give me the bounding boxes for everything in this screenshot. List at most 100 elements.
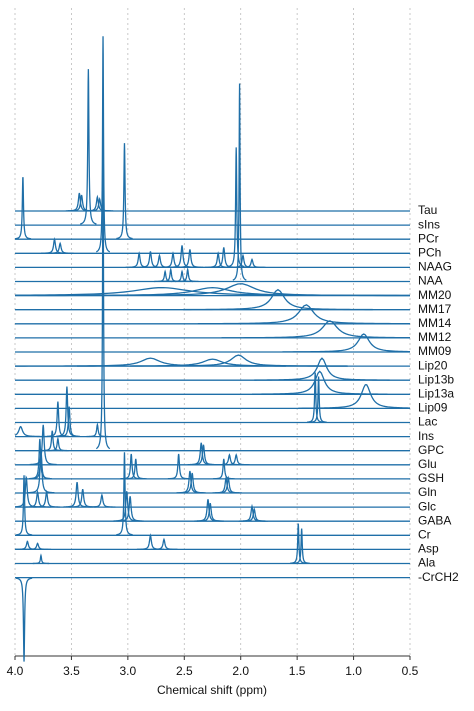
series-label: MM17	[418, 302, 452, 316]
series-label: MM09	[418, 344, 452, 358]
peak	[196, 503, 224, 522]
peak	[32, 553, 50, 565]
series-label: Lip13a	[418, 386, 454, 400]
peak	[14, 286, 410, 297]
series-label: MM20	[418, 288, 452, 302]
series-label: PCr	[418, 231, 439, 245]
series-label: PCh	[418, 245, 441, 259]
series-label: Asp	[418, 542, 439, 556]
peak	[240, 507, 268, 522]
peak	[290, 523, 307, 564]
peak	[30, 448, 52, 480]
peak	[232, 83, 247, 281]
peak	[178, 472, 206, 494]
peak	[15, 357, 286, 367]
peak	[116, 452, 133, 536]
series-label: Ala	[418, 556, 436, 570]
peak	[15, 540, 41, 550]
peak	[171, 269, 193, 283]
series-label: Tau	[418, 203, 437, 217]
series-label: sIns	[418, 217, 440, 231]
peak	[136, 533, 164, 550]
peak	[150, 537, 178, 550]
series-label: Glu	[418, 457, 437, 471]
peak	[95, 150, 111, 450]
peak	[24, 542, 52, 551]
peak	[37, 283, 411, 297]
peak	[227, 147, 245, 268]
peak	[136, 251, 164, 268]
peak	[176, 267, 199, 283]
series-label: -CrCH2	[418, 570, 459, 584]
peak	[214, 475, 242, 494]
x-tick-label: 1.0	[345, 664, 362, 678]
peak	[130, 354, 347, 367]
peak	[116, 143, 133, 240]
peak	[15, 577, 33, 662]
peak	[221, 320, 411, 339]
series-label: Gln	[418, 485, 437, 499]
peak	[124, 458, 147, 480]
peak	[24, 489, 52, 508]
series-label: Ins	[418, 429, 434, 443]
peak	[40, 236, 69, 254]
peak	[47, 401, 69, 438]
peak	[204, 251, 232, 268]
series-label: Cr	[418, 527, 431, 541]
peak	[176, 249, 204, 268]
peak	[307, 372, 324, 423]
x-tick-label: 4.0	[7, 664, 24, 678]
peak	[96, 36, 111, 253]
peak	[58, 406, 81, 438]
peak	[86, 422, 109, 438]
peak	[167, 453, 190, 480]
series-label: GPC	[418, 443, 444, 457]
peak	[254, 357, 390, 381]
series-label: MM14	[418, 316, 452, 330]
series-label: Lip20	[418, 358, 448, 372]
x-tick-label: 1.5	[289, 664, 306, 678]
series-label: NAAG	[418, 260, 452, 274]
peak	[47, 436, 69, 452]
series-label: Lip13b	[418, 372, 454, 386]
series-label: Lac	[418, 415, 437, 429]
peak	[310, 376, 327, 423]
peak	[189, 444, 218, 466]
x-tick-label: 3.5	[63, 664, 80, 678]
x-tick-label: 2.5	[176, 664, 193, 678]
peak	[293, 528, 310, 564]
peak	[282, 333, 411, 353]
peak	[197, 304, 411, 325]
peak	[15, 475, 33, 536]
series-label: GABA	[418, 513, 451, 527]
peak	[33, 489, 61, 508]
peak	[215, 453, 243, 466]
peak	[210, 247, 238, 268]
peak	[29, 424, 57, 466]
series-label: GSH	[418, 471, 444, 485]
series-label: Lip09	[418, 401, 448, 415]
peak	[63, 481, 91, 508]
x-tick-label: 0.5	[402, 664, 419, 678]
x-tick-label: 2.0	[232, 664, 249, 678]
series-label: Glc	[418, 499, 436, 513]
peak	[27, 452, 55, 494]
peak	[222, 453, 250, 466]
peak	[14, 177, 32, 240]
peak	[88, 493, 116, 508]
peak	[116, 496, 144, 522]
peak	[168, 245, 196, 268]
peak	[212, 458, 235, 480]
peak	[113, 491, 141, 522]
series-label: NAA	[418, 274, 443, 288]
peak	[251, 370, 388, 395]
peak	[46, 241, 74, 254]
peak	[229, 253, 257, 268]
series-label: MM12	[418, 330, 452, 344]
x-tick-label: 3.0	[120, 664, 137, 678]
x-axis-title: Chemical shift (ppm)	[157, 683, 267, 697]
peak	[80, 69, 97, 225]
peak	[238, 257, 266, 268]
peak	[183, 288, 373, 311]
